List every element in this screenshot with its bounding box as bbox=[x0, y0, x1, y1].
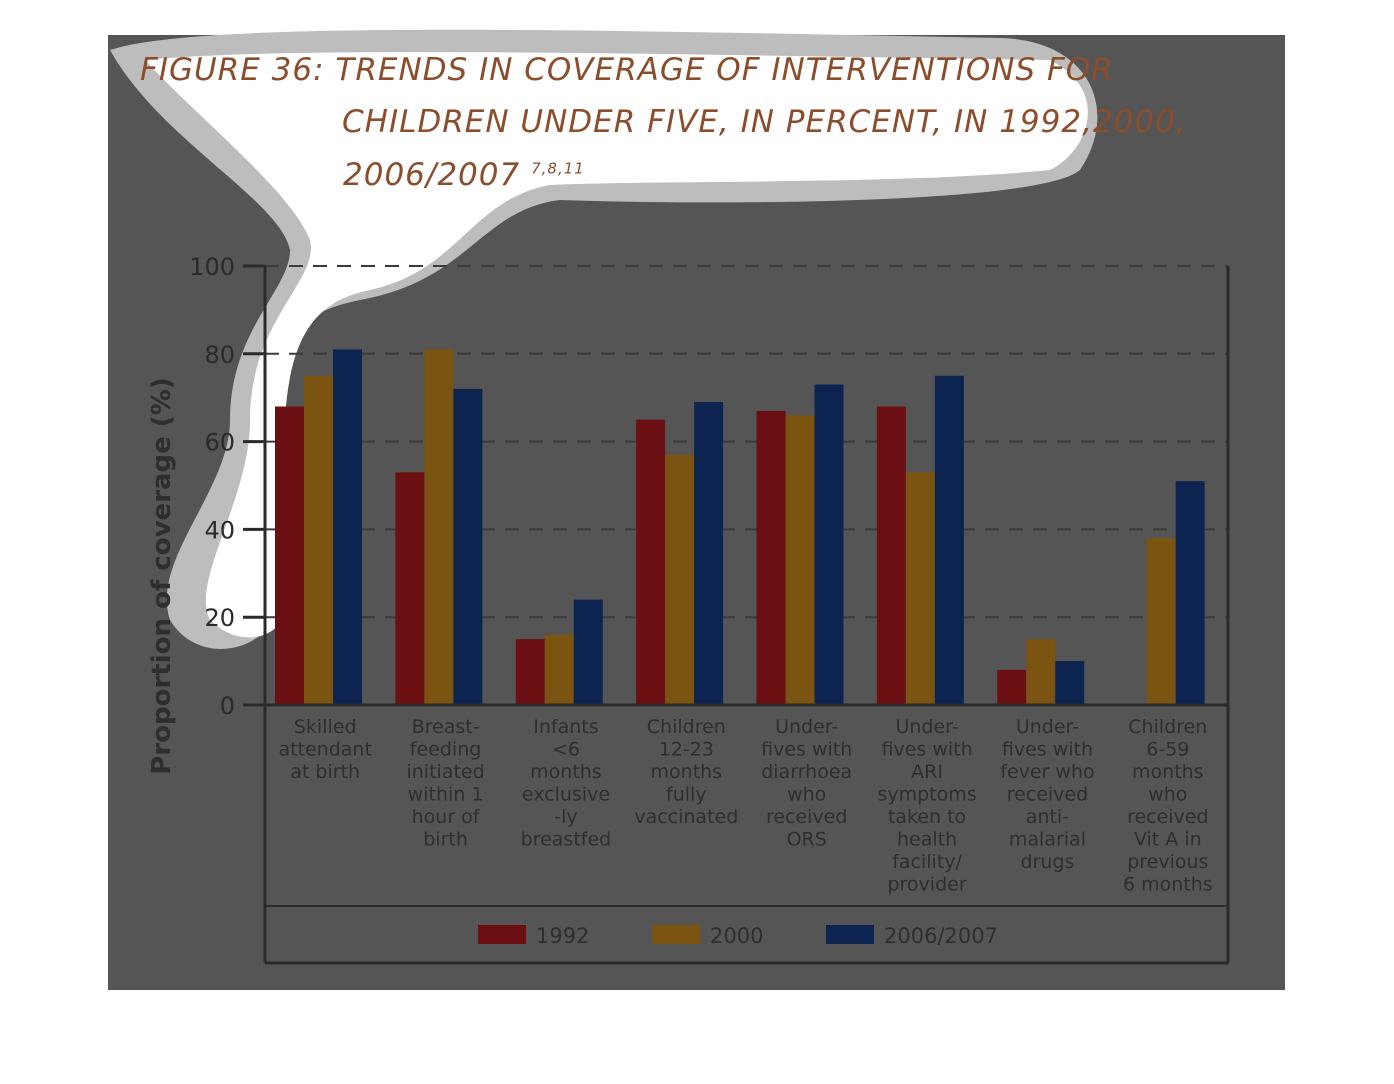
grid-lines bbox=[265, 265, 1228, 619]
bar-1992 bbox=[636, 419, 666, 705]
chart-title-line-2: CHILDREN UNDER FIVE, IN PERCENT, IN 1992… bbox=[342, 104, 1187, 140]
y-tick-label: 40 bbox=[204, 516, 235, 544]
bar-1992 bbox=[515, 639, 545, 705]
bar-2006-2007 bbox=[1175, 481, 1205, 705]
x-category-label: Children 6-59 months who received Vit A in pre… bbox=[1123, 716, 1213, 896]
bar-1992 bbox=[275, 406, 304, 705]
chart-title-line-3: 2006/2007 7,8,11 bbox=[343, 157, 585, 193]
x-category-label: Skilled attendant at birth bbox=[278, 716, 371, 783]
bar-2000 bbox=[1026, 639, 1056, 705]
x-category-label: Under-fives with ARI symptoms taken to healt… bbox=[877, 716, 976, 896]
bar-2000 bbox=[785, 415, 815, 705]
bar-2006-2007 bbox=[453, 388, 483, 705]
bar-2000 bbox=[304, 375, 333, 705]
legend-swatch bbox=[826, 925, 874, 944]
y-tick-label: 20 bbox=[204, 604, 235, 632]
y-tick-label: 60 bbox=[204, 429, 235, 457]
legend: 1992 2000 2006/2007 bbox=[478, 924, 998, 948]
legend-swatch bbox=[478, 925, 526, 944]
chart-title-references: 7,8,11 bbox=[531, 159, 585, 178]
legend-swatch bbox=[652, 925, 700, 944]
legend-label: 2006/2007 bbox=[884, 924, 998, 948]
x-category-label: Under-fives with fever who received anti-ma… bbox=[1000, 716, 1094, 873]
x-category-label: Under-fives with diarrhoea who received ORS bbox=[761, 716, 852, 851]
bar-2006-2007 bbox=[1055, 661, 1085, 705]
bar-2006-2007 bbox=[694, 402, 724, 705]
bar-2000 bbox=[1146, 538, 1176, 705]
x-category-label: Infants <6 months exclusive -ly breastfed bbox=[521, 716, 612, 851]
bar-1992 bbox=[756, 410, 786, 705]
bar-1992 bbox=[395, 472, 425, 705]
chart-title-line-1: FIGURE 36: TRENDS IN COVERAGE OF INTERVE… bbox=[140, 52, 1114, 88]
category-labels: Skilled attendant at birth Breast-feeding in… bbox=[278, 716, 1212, 896]
bar-1992 bbox=[876, 406, 906, 705]
legend-label: 2000 bbox=[710, 924, 763, 948]
bar-2006-2007 bbox=[934, 375, 964, 705]
x-category-label: Children 12-23 months fully vaccinated bbox=[634, 716, 738, 828]
bar-1992 bbox=[997, 669, 1027, 705]
bar-2000 bbox=[544, 634, 574, 705]
y-axis-title: Proportion of coverage (%) bbox=[147, 377, 177, 774]
bar-2006-2007 bbox=[333, 349, 362, 705]
legend-label: 1992 bbox=[536, 924, 589, 948]
axes: 0 20 40 60 80 100 bbox=[189, 253, 1230, 965]
chart-title-year: 2006/2007 bbox=[343, 157, 521, 193]
bar-2000 bbox=[665, 454, 695, 705]
bar-2006-2007 bbox=[814, 384, 844, 705]
bar-2006-2007 bbox=[573, 599, 603, 705]
bars bbox=[275, 349, 1205, 705]
y-tick-label: 0 bbox=[220, 692, 235, 720]
y-tick-label: 80 bbox=[204, 341, 235, 369]
y-tick-label: 100 bbox=[189, 253, 235, 281]
bar-2000 bbox=[424, 349, 454, 705]
x-category-label: Breast-feeding initiated within 1 hour of bi… bbox=[406, 716, 484, 851]
bar-2000 bbox=[905, 472, 935, 705]
